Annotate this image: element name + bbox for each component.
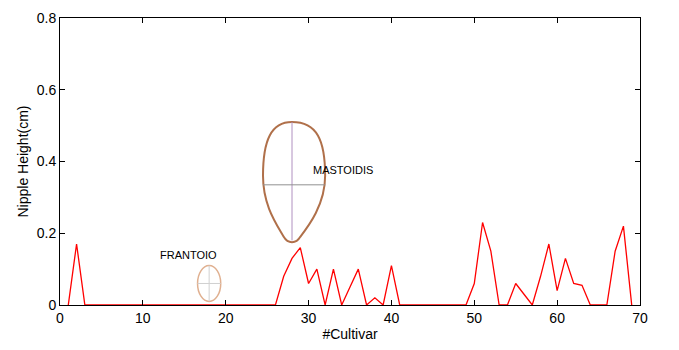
svg-text:30: 30: [301, 310, 317, 326]
svg-text:Nipple Height(cm): Nipple Height(cm): [15, 105, 31, 217]
svg-text:FRANTOIO: FRANTOIO: [160, 249, 217, 261]
svg-text:50: 50: [467, 310, 483, 326]
svg-text:10: 10: [135, 310, 151, 326]
svg-text:0.2: 0.2: [37, 225, 57, 241]
svg-text:60: 60: [549, 310, 565, 326]
svg-text:MASTOIDIS: MASTOIDIS: [313, 164, 373, 176]
svg-text:#Cultivar: #Cultivar: [322, 326, 378, 342]
svg-text:0.4: 0.4: [37, 153, 57, 169]
svg-text:0: 0: [48, 297, 56, 313]
svg-text:0.8: 0.8: [37, 10, 57, 26]
svg-text:20: 20: [218, 310, 234, 326]
svg-text:70: 70: [632, 310, 648, 326]
svg-text:0: 0: [56, 310, 64, 326]
svg-text:0.6: 0.6: [37, 82, 57, 98]
svg-text:40: 40: [384, 310, 400, 326]
